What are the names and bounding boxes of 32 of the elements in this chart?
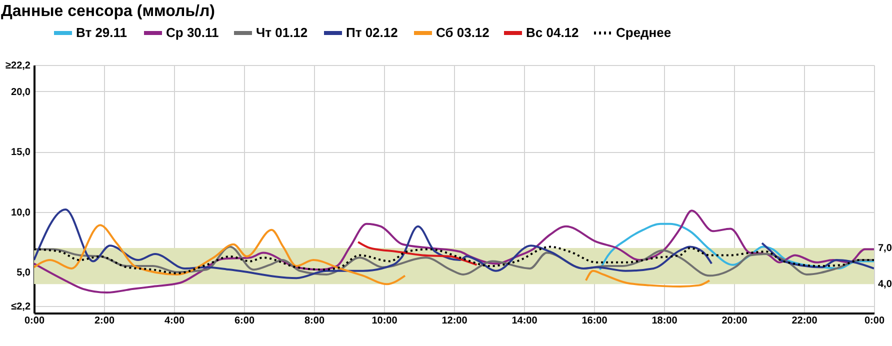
x-tick-label: 4:00 — [164, 316, 185, 326]
x-tick-label: 22:00 — [792, 316, 818, 326]
annotation: 7,0 — [878, 242, 892, 254]
legend-label: Пт 02.12 — [346, 25, 398, 40]
x-tick-label: 2:00 — [94, 316, 115, 326]
x-tick-label: 20:00 — [722, 316, 748, 326]
x-tick-label: 16:00 — [582, 316, 608, 326]
y-tick-label: ≤2,2 — [11, 301, 31, 312]
y-tick-label: 5,0 — [16, 268, 31, 279]
x-tick-label: 0:00 — [864, 316, 885, 326]
legend-label: Вт 29.11 — [76, 25, 128, 40]
annotation: 4,0 — [878, 279, 892, 290]
x-tick-label: 8:00 — [304, 316, 325, 326]
x-tick-label: 10:00 — [372, 316, 398, 326]
y-tick-label: 10,0 — [11, 207, 31, 218]
x-tick-label: 0:00 — [24, 316, 45, 326]
x-tick-label: 12:00 — [442, 316, 468, 326]
legend-label: Ср 30.11 — [166, 25, 219, 40]
x-tick-label: 18:00 — [652, 316, 678, 326]
legend-label: Сб 03.12 — [436, 25, 490, 40]
legend-label: Вс 04.12 — [526, 25, 579, 40]
line-series — [357, 240, 478, 266]
line-series — [598, 222, 874, 271]
line-series — [34, 210, 874, 294]
chart-title: Данные сенсора (ммоль/л) — [1, 3, 215, 20]
x-tick-label: 14:00 — [512, 316, 538, 326]
legend-label: Чт 01.12 — [256, 25, 308, 40]
y-tick-label: ≥22,2 — [6, 60, 31, 72]
y-tick-label: 20,0 — [11, 86, 31, 98]
y-tick-label: 15,0 — [11, 147, 31, 158]
legend-label: Среднее — [616, 25, 672, 40]
x-tick-label: 6:00 — [234, 316, 255, 326]
